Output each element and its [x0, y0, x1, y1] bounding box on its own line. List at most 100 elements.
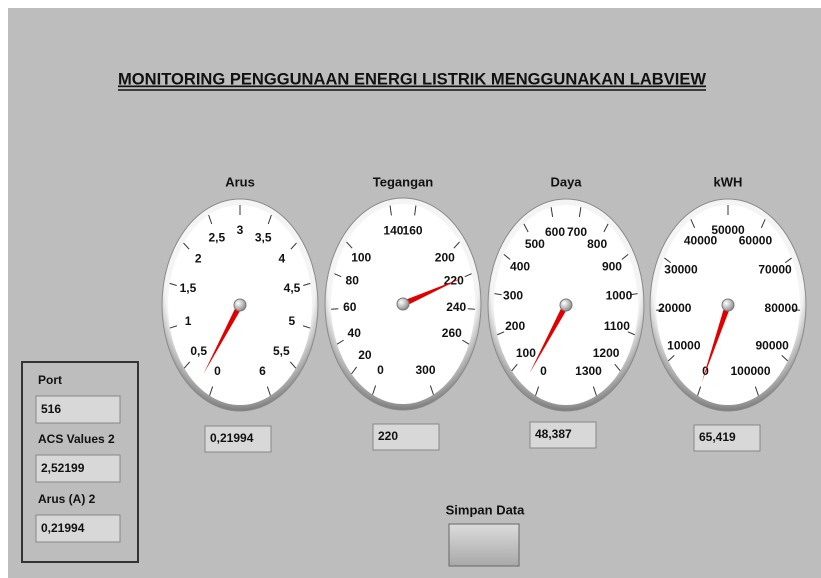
gauge-tick-label: 20 [358, 348, 372, 362]
gauge-tick-label: 400 [510, 260, 530, 274]
gauge-tick-label: 800 [587, 237, 607, 251]
field-box [35, 395, 121, 424]
gauge-tick [754, 386, 759, 396]
gauge-tick [183, 242, 190, 250]
gauge-needle [529, 303, 569, 374]
gauge-tick-label: 30000 [664, 262, 698, 276]
gauge-pivot [559, 298, 573, 312]
gauge-tick-label: 80 [346, 274, 360, 288]
gauge-tick [523, 223, 529, 233]
gauge-tick-label: 1100 [604, 319, 630, 333]
gauge-tick-label: 700 [567, 225, 587, 239]
gauge-tick-label: 4 [278, 251, 285, 265]
gauge-tick [792, 309, 800, 311]
gauge-tick-label: 140 [383, 223, 403, 237]
gauge-tick-label: 500 [525, 237, 545, 251]
value-text: 220 [378, 429, 398, 443]
gauge-tick [621, 254, 629, 260]
gauge-tick [334, 273, 342, 278]
gauge-tick [630, 293, 638, 296]
gauge-tick-label: 50000 [711, 223, 745, 237]
gauge-tick [429, 385, 434, 395]
gauge-tick [266, 386, 271, 396]
gauge-tick-label: 40000 [684, 234, 718, 248]
gauge-tick-label: 5 [289, 314, 296, 328]
gauge-label: kWH [714, 174, 743, 189]
gauge-tick-label: 60 [343, 300, 357, 314]
gauge-tick [290, 242, 297, 250]
gauge-tick-label: 1300 [575, 364, 602, 378]
gauge-tick-label: 200 [435, 250, 455, 264]
gauge-label: Tegangan [373, 174, 433, 189]
gauge-tick-label: 600 [545, 225, 565, 239]
field-label: Port [38, 373, 62, 387]
gauge-tick-label: 1,5 [180, 281, 197, 295]
gauge-tick [289, 361, 297, 369]
gauge-tick [592, 386, 597, 396]
gauge-tick-label: 3,5 [255, 231, 272, 245]
gauge-tick-label: 0 [540, 364, 547, 378]
field-value: 2,52199 [41, 461, 85, 475]
gauge-tick [462, 339, 470, 345]
gauge-tick [183, 361, 191, 369]
field-label: ACS Values 2 [38, 432, 115, 446]
button-label: Simpan Data [446, 502, 526, 517]
gauge-tick-label: 1 [185, 314, 192, 328]
gauge-tick [614, 363, 621, 372]
gauge-tick-label: 1000 [606, 289, 633, 303]
gauge-tick [760, 219, 766, 229]
field-value: 516 [41, 402, 61, 416]
gauge-tick-label: 2 [195, 251, 202, 265]
gauge-label: Daya [550, 174, 582, 189]
gauge-tick [346, 241, 353, 249]
gauge-tick [351, 366, 358, 375]
gauge-tick-label: 5,5 [273, 344, 290, 358]
gauge-tick-label: 100000 [730, 364, 770, 378]
gauge-tick-label: 60000 [739, 234, 773, 248]
gauge-needle [701, 303, 731, 382]
gauge-pivot [396, 297, 410, 311]
gauge-tick [169, 282, 177, 286]
gauge-tick [667, 354, 675, 362]
value-text: 65,419 [699, 430, 736, 444]
save-button[interactable] [448, 523, 520, 567]
gauge-tick [494, 293, 502, 296]
gauge-tick [503, 254, 511, 260]
gauge-tick [303, 282, 311, 286]
field-value: 0,21994 [41, 521, 85, 535]
gauge-pivot [721, 298, 735, 312]
gauge-tick-label: 2,5 [208, 231, 225, 245]
gauge-tick-label: 40 [348, 326, 362, 340]
value-display [693, 424, 761, 452]
gauge-tick [336, 339, 344, 345]
gauge-tick [578, 207, 582, 218]
gauge-tick-label: 300 [503, 289, 523, 303]
gauge-tick [453, 241, 460, 249]
gauge-label: Arus [225, 174, 255, 189]
gauge-tick-label: 1200 [593, 346, 620, 360]
gauge-tick-label: 0,5 [190, 344, 207, 358]
field-box [35, 454, 121, 483]
gauge-tick-label: 6 [259, 364, 266, 378]
gauge-tick-label: 240 [446, 300, 466, 314]
gauge-tick [627, 331, 635, 336]
gauge-tick [550, 207, 554, 218]
gauge-tick [603, 223, 609, 233]
field-label: Arus (A) 2 [38, 492, 96, 506]
gauge-tick [656, 309, 664, 311]
gauge-tick [208, 214, 213, 225]
gauge-tick [169, 325, 178, 329]
gauge-tick-label: 20000 [658, 301, 692, 315]
gauge-tick-label: 260 [442, 326, 462, 340]
value-text: 0,21994 [210, 431, 254, 445]
gauge-tick [331, 308, 339, 310]
gauge-tick-label: 3 [237, 223, 244, 237]
gauge-tick [467, 308, 475, 310]
gauge-needle [402, 278, 462, 307]
gauge-tick [209, 386, 214, 396]
gauge-tick [697, 386, 702, 396]
gauge-tick-label: 200 [505, 319, 525, 333]
gauge-tick-label: 70000 [758, 262, 792, 276]
gauge-tick-label: 100 [351, 250, 371, 264]
